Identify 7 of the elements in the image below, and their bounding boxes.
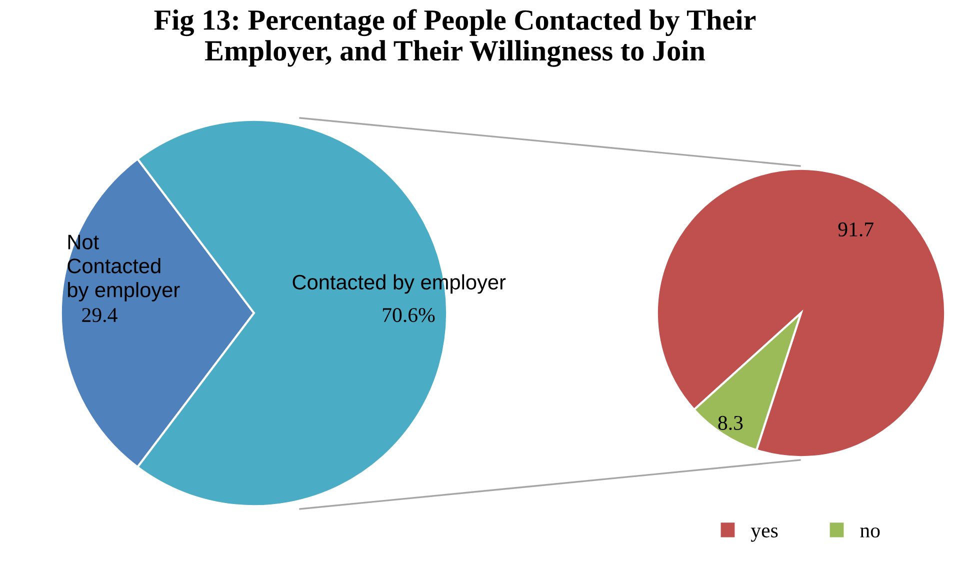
data-label: 91.7 (838, 222, 874, 237)
chart-title: Fig 13: Percentage of People Contacted by Their Employer, and Their Willingness to Join (154, 9, 756, 67)
legend-label: no (860, 527, 880, 538)
legend-label: yes (750, 527, 778, 542)
data-label: 29.4 (82, 308, 118, 322)
data-label: 70.6% (382, 308, 435, 322)
data-label: 8.3 (718, 416, 743, 430)
